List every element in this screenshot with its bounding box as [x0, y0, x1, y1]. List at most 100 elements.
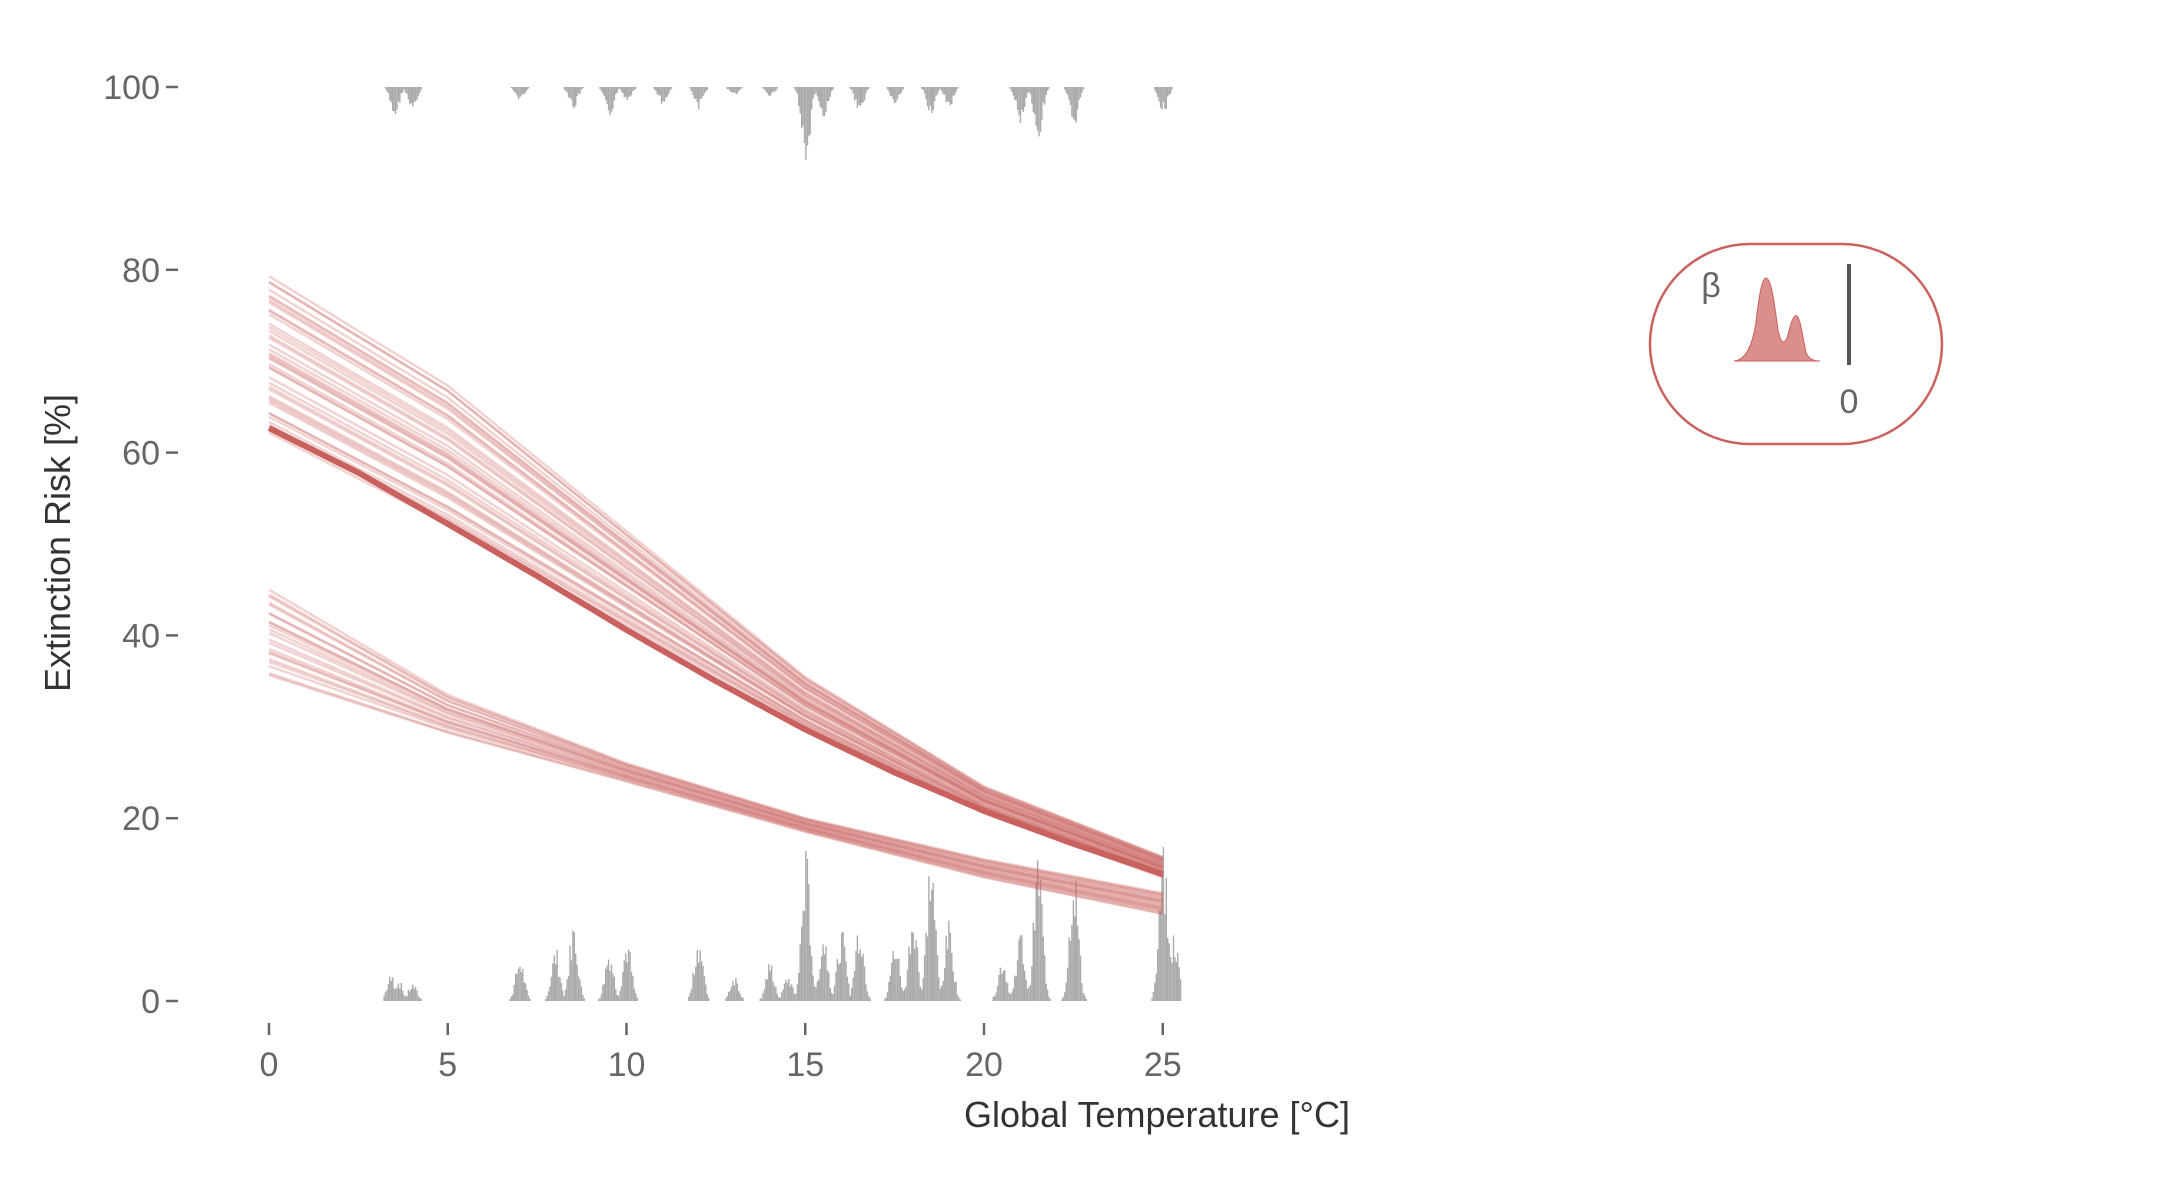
histogram-bar [693, 87, 696, 99]
histogram-bar [1071, 87, 1073, 117]
histogram-bar [610, 87, 613, 112]
posterior-curve [268, 352, 1164, 869]
y-axis-title: Extinction Risk [%] [37, 394, 78, 692]
histogram-bar [387, 983, 390, 1001]
x-axis: 0 5 10 15 20 25 [260, 1023, 1182, 1084]
posterior-curve [268, 388, 1164, 873]
histogram-bar [906, 969, 909, 1001]
histogram-bar [1177, 952, 1179, 1001]
histogram-bar [1065, 87, 1067, 93]
histogram-bar [394, 87, 397, 114]
histogram-bar [1022, 87, 1024, 112]
histogram-bar [386, 990, 388, 1001]
histogram-bar [414, 986, 417, 1001]
x-tick-label: 5 [438, 1046, 457, 1084]
histogram-bar [1167, 87, 1169, 97]
posterior-curve [268, 385, 1164, 873]
histogram-bar [605, 87, 607, 101]
histogram-bar [397, 87, 400, 102]
histogram-bar [1084, 995, 1086, 1001]
histogram-bar [816, 981, 819, 1001]
histogram-bar [905, 986, 907, 1001]
histogram-bar [852, 87, 854, 94]
histogram-bar [892, 87, 894, 100]
histogram-bar [520, 972, 523, 1001]
histogram-bar [559, 977, 561, 1001]
histogram-bar [1085, 998, 1087, 1001]
histogram-bar [1035, 882, 1037, 1001]
histogram-bar [550, 976, 553, 1001]
histogram-bar [556, 950, 558, 1001]
posterior-curve [268, 343, 1164, 867]
histogram-bar [891, 962, 893, 1001]
histogram-bar [825, 87, 827, 112]
histogram-bar [948, 920, 950, 1001]
histogram-bar [552, 963, 554, 1001]
histogram-bar [955, 981, 957, 1001]
histogram-bar [417, 87, 420, 97]
histogram-bar [659, 87, 661, 96]
histogram-bar [1155, 87, 1157, 93]
histogram-bar [849, 87, 851, 89]
posterior-curve [268, 322, 1164, 865]
histogram-bar [692, 972, 694, 1001]
histogram-bar [626, 962, 628, 1001]
histogram-bar [413, 87, 415, 103]
histogram-bar [393, 87, 395, 112]
histogram-bar [1069, 87, 1072, 106]
histogram-bar [895, 87, 897, 102]
histogram-bar [613, 976, 615, 1001]
histogram-bar [998, 975, 1000, 1001]
histogram-bar [617, 87, 620, 89]
histogram-bar [832, 87, 834, 90]
histogram-bar [1005, 981, 1007, 1001]
histogram-bar [1044, 87, 1046, 105]
histogram-bar [796, 984, 799, 1001]
histogram-bar [893, 87, 896, 104]
histogram-bar [738, 87, 740, 92]
histogram-bar [410, 87, 412, 104]
histogram-bar [403, 995, 405, 1001]
histogram-bar [603, 87, 605, 96]
histogram-bar [828, 87, 830, 101]
histogram-bar [633, 988, 635, 1001]
histogram-bar [909, 954, 911, 1001]
histogram-bar [1074, 916, 1076, 1001]
histogram-bar [653, 87, 656, 90]
posterior-curve [268, 348, 1164, 868]
histogram-bar [896, 87, 899, 100]
histogram-bar [726, 87, 728, 90]
histogram-bar [402, 87, 404, 93]
histogram-bar [573, 932, 575, 1001]
histogram-bar [798, 87, 800, 106]
histogram-bar [831, 87, 833, 91]
histogram-bar [811, 87, 813, 110]
posterior-curve [268, 366, 1164, 870]
histogram-bar [826, 87, 829, 102]
posterior-curve [268, 588, 1164, 895]
posterior-curve [268, 601, 1164, 898]
histogram-bar [929, 87, 932, 106]
histogram-bar [778, 997, 780, 1001]
posterior-curve [268, 336, 1164, 867]
histogram-bar [819, 87, 821, 107]
histogram-bar [868, 995, 870, 1001]
histogram-bar [896, 959, 899, 1001]
histogram-bar [404, 87, 407, 93]
histogram-bar [397, 983, 400, 1001]
histogram-bar [409, 991, 411, 1001]
histogram-bar [1032, 922, 1034, 1001]
histogram-bar [1014, 975, 1016, 1001]
histogram-bar [903, 989, 906, 1001]
histogram-bar [759, 998, 761, 1001]
histogram-bar [525, 983, 527, 1001]
histogram-bar [625, 87, 627, 97]
histogram-bar [512, 994, 514, 1001]
histogram-bar [555, 964, 557, 1001]
histogram-bar [607, 87, 610, 111]
histogram-bar [856, 87, 859, 108]
histogram-bar [1016, 960, 1019, 1001]
histogram-bar [1159, 910, 1162, 1001]
histogram-bar [392, 977, 394, 1001]
posterior-curve [268, 376, 1164, 872]
